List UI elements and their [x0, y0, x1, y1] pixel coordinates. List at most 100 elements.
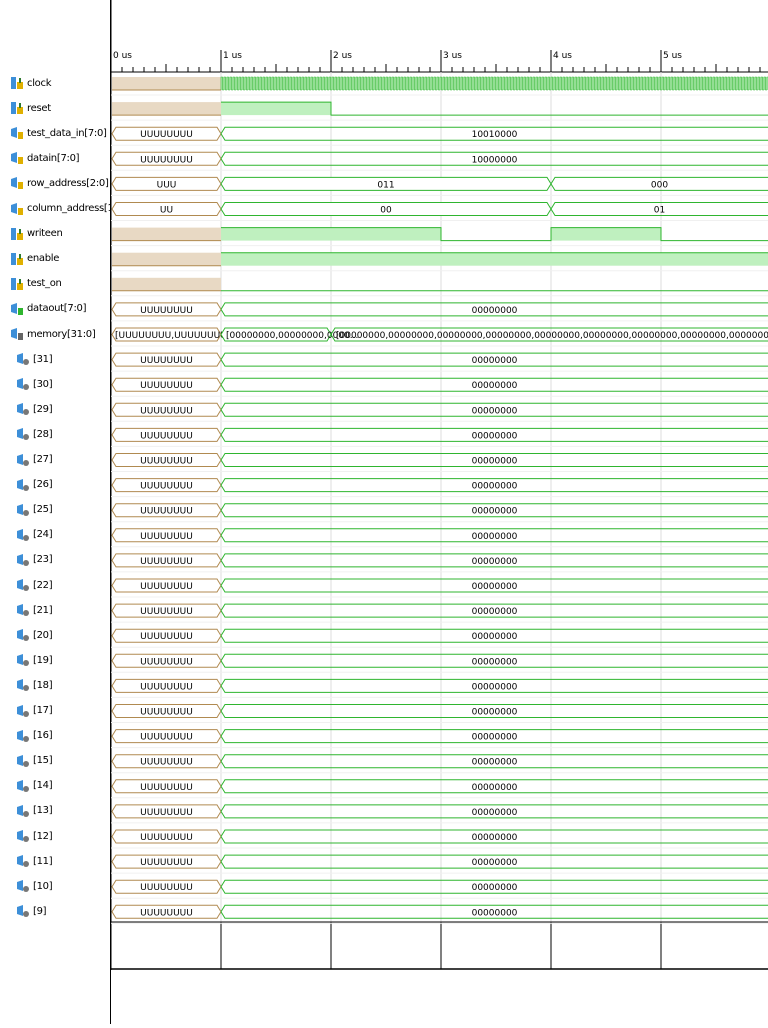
- input-bit-icon: [11, 102, 23, 115]
- signal-name-mem-13[interactable]: [13]: [0, 798, 126, 823]
- signal-name-dataout[interactable]: dataout[7:0]: [0, 296, 120, 321]
- signal-name-mem-16[interactable]: [16]: [0, 723, 126, 748]
- input-bus-icon: [11, 202, 23, 215]
- bus-segment: [220, 553, 768, 568]
- waveform-column-address[interactable]: UU 00 01: [111, 202, 768, 221]
- output-bus-icon: [11, 302, 23, 315]
- signal-name-column-address[interactable]: column_address[1:0]: [0, 196, 127, 221]
- bus-value: 00000000: [472, 808, 518, 818]
- bus-segment: [220, 804, 768, 819]
- waveform-mem-25[interactable]: UUUUUUUU 00000000: [111, 503, 768, 523]
- memory-element-icon: [17, 503, 29, 516]
- bus-value: 00000000: [472, 557, 518, 567]
- signal-name-mem-18[interactable]: [18]: [0, 673, 126, 698]
- undefined-level: [112, 252, 221, 266]
- signal-name-label: [23]: [33, 554, 53, 566]
- waveform-mem-29[interactable]: UUUUUUUU 00000000: [111, 402, 768, 422]
- waveform-pane: 0 us 1 us 2 us 3 us 4 us 5 us UUUUUUUU 10010000…: [110, 0, 768, 1024]
- waveform-mem-24[interactable]: UUUUUUUU 00000000: [111, 528, 768, 548]
- bus-segment: [220, 729, 768, 744]
- waveform-mem-20[interactable]: UUUUUUUU 00000000: [111, 628, 768, 648]
- waveform-mem-12[interactable]: UUUUUUUU 00000000: [111, 829, 768, 849]
- waveform-mem-13[interactable]: UUUUUUUU 00000000: [111, 804, 768, 824]
- signal-name-mem-24[interactable]: [24]: [0, 522, 126, 547]
- signal-name-label: [18]: [33, 679, 53, 691]
- signal-name-mem-15[interactable]: [15]: [0, 748, 126, 773]
- waveform-mem-21[interactable]: UUUUUUUU 00000000: [111, 603, 768, 623]
- waveform-mem-18[interactable]: UUUUUUUU 00000000: [111, 678, 768, 698]
- signal-name-clock[interactable]: clock: [0, 71, 120, 96]
- waveform-mem-23[interactable]: UUUUUUUU 00000000: [111, 553, 768, 573]
- signal-name-mem-10[interactable]: [10]: [0, 874, 126, 899]
- waveform-dataout[interactable]: UUUUUUUU 00000000: [111, 302, 768, 322]
- input-bus-icon: [11, 127, 23, 140]
- signal-name-mem-30[interactable]: [30]: [0, 372, 126, 397]
- signal-name-mem-23[interactable]: [23]: [0, 547, 126, 572]
- signal-name-mem-29[interactable]: [29]: [0, 397, 126, 422]
- waveform-memory[interactable]: [UUUUUUUU,UUUUUUUU,U...[00000000,0000000…: [111, 327, 768, 347]
- signal-name-mem-28[interactable]: [28]: [0, 422, 126, 447]
- signal-name-test-on[interactable]: test_on: [0, 271, 120, 296]
- signal-name-mem-14[interactable]: [14]: [0, 773, 126, 798]
- waveform-mem-17[interactable]: UUUUUUUU 00000000: [111, 704, 768, 723]
- bus-value: 00000000: [472, 682, 518, 692]
- bus-value: 00000000: [472, 457, 518, 467]
- signal-name-row-address[interactable]: row_address[2:0]: [0, 171, 120, 196]
- waveform-mem-31[interactable]: UUUUUUUU 00000000: [111, 352, 768, 372]
- waveform-mem-28[interactable]: UUUUUUUU 00000000: [111, 427, 768, 447]
- waveform-test-on[interactable]: [111, 277, 768, 297]
- waveform-mem-27[interactable]: UUUUUUUU 00000000: [111, 453, 768, 472]
- signal-name-mem-20[interactable]: [20]: [0, 623, 126, 648]
- waveform-row-address[interactable]: UUU 011 000: [111, 176, 768, 196]
- bus-value-initial: UUUUUUUU: [140, 130, 193, 140]
- signal-name-memory[interactable]: memory[31:0]: [0, 322, 120, 347]
- waveform-mem-14[interactable]: UUUUUUUU 00000000: [111, 779, 768, 799]
- signal-name-mem-31[interactable]: [31]: [0, 347, 126, 372]
- bus-value-initial: UUUUUUUU: [140, 758, 193, 768]
- signal-name-writeen[interactable]: writeen: [0, 221, 120, 246]
- waveform-mem-16[interactable]: UUUUUUUU 00000000: [111, 729, 768, 749]
- waveform-clock[interactable]: [111, 76, 768, 96]
- signal-name-mem-27[interactable]: [27]: [0, 447, 126, 472]
- waveform-mem-11[interactable]: UUUUUUUU 00000000: [111, 854, 768, 874]
- waveform-test-data-in[interactable]: UUUUUUUU 10010000: [111, 126, 768, 146]
- waveform-mem-19[interactable]: UUUUUUUU 00000000: [111, 653, 768, 673]
- signal-name-mem-12[interactable]: [12]: [0, 824, 126, 849]
- signal-name-label: [14]: [33, 780, 53, 792]
- waveform-enable[interactable]: [111, 252, 768, 272]
- waveform-mem-26[interactable]: UUUUUUUU 00000000: [111, 478, 768, 498]
- signal-name-label: [20]: [33, 629, 53, 641]
- signal-name-enable[interactable]: enable: [0, 246, 120, 271]
- waveform-mem-30[interactable]: UUUUUUUU 00000000: [111, 377, 768, 397]
- bus-value-initial: UUUUUUUU: [140, 431, 193, 441]
- waveform-reset[interactable]: [111, 101, 768, 121]
- signal-name-reset[interactable]: reset: [0, 96, 120, 121]
- waveform-mem-10[interactable]: UUUUUUUU 00000000: [111, 879, 768, 899]
- memory-element-icon: [17, 804, 29, 817]
- bus-value-initial: UUUUUUUU: [140, 482, 193, 492]
- bus-segment: [220, 653, 768, 668]
- signal-name-mem-25[interactable]: [25]: [0, 497, 126, 522]
- signal-name-mem-17[interactable]: [17]: [0, 698, 126, 723]
- waveform-writeen[interactable]: [111, 227, 768, 247]
- waveform-datain[interactable]: UUUUUUUU 10000000: [111, 151, 768, 171]
- high-level-fill: [551, 227, 661, 241]
- signal-name-mem-22[interactable]: [22]: [0, 573, 126, 598]
- signal-name-label: column_address[1:0]: [27, 203, 127, 214]
- tick-label: 0 us: [113, 51, 132, 61]
- signal-name-mem-11[interactable]: [11]: [0, 849, 126, 874]
- bus-value: 00000000: [472, 758, 518, 768]
- signal-name-label: [26]: [33, 479, 53, 491]
- waveform-mem-22[interactable]: UUUUUUUU 00000000: [111, 578, 768, 598]
- bus-value-initial: UUUUUUUU: [140, 557, 193, 567]
- signal-name-mem-21[interactable]: [21]: [0, 598, 126, 623]
- signal-name-test-data-in[interactable]: test_data_in[7:0]: [0, 121, 120, 146]
- signal-name-mem-9[interactable]: [9]: [0, 899, 126, 924]
- signal-name-label: [25]: [33, 504, 53, 516]
- signal-name-label: dataout[7:0]: [27, 303, 87, 315]
- waveform-mem-15[interactable]: UUUUUUUU 00000000: [111, 754, 768, 774]
- signal-name-datain[interactable]: datain[7:0]: [0, 146, 120, 171]
- waveform-mem-9[interactable]: UUUUUUUU 00000000: [111, 904, 768, 924]
- signal-name-mem-19[interactable]: [19]: [0, 648, 126, 673]
- signal-name-mem-26[interactable]: [26]: [0, 472, 126, 497]
